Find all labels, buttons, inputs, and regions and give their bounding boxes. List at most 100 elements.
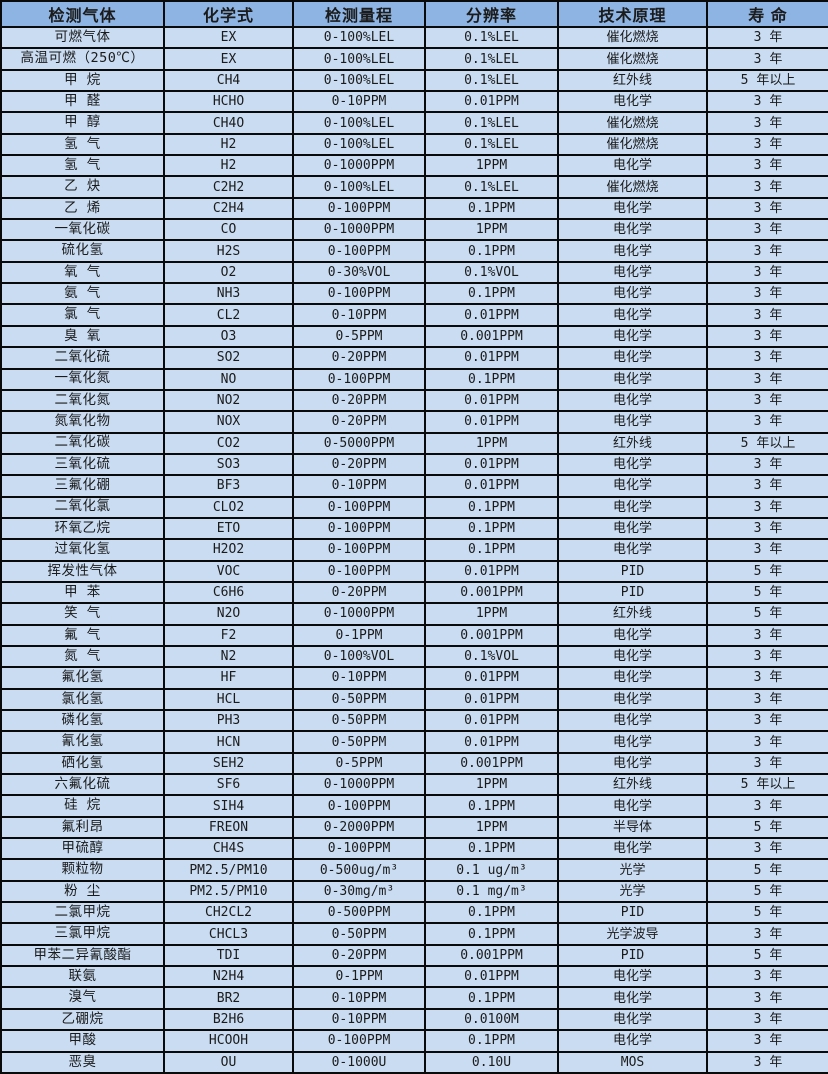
cell-formula: CO2 bbox=[163, 431, 294, 455]
cell-lifespan: 3 年 bbox=[706, 346, 828, 370]
cell-principle: PID bbox=[557, 943, 708, 968]
table-row: 氯化氢 HCL 0-50PPM 0.01PPM 电化学 3 年 bbox=[0, 687, 828, 712]
table-row: 二氧化碳 CO2 0-5000PPM 1PPM 红外线 5 年以上 bbox=[0, 431, 828, 455]
cell-resolution: 0.1%VOL bbox=[424, 260, 559, 285]
cell-formula: VOC bbox=[163, 559, 294, 583]
cell-principle: 红外线 bbox=[557, 602, 708, 626]
cell-principle: 半导体 bbox=[557, 815, 708, 840]
cell-range: 0-2000PPM bbox=[292, 815, 426, 840]
column-header-range: 检测量程 bbox=[292, 0, 426, 28]
cell-lifespan: 3 年 bbox=[706, 474, 828, 498]
cell-gas: 氟利昂 bbox=[0, 815, 165, 840]
table-row: 氨 气 NH3 0-100PPM 0.1PPM 电化学 3 年 bbox=[0, 282, 828, 306]
cell-principle: 电化学 bbox=[557, 324, 708, 349]
cell-range: 0-100%LEL bbox=[292, 111, 426, 135]
cell-formula: NH3 bbox=[163, 282, 294, 306]
cell-resolution: 1PPM bbox=[424, 773, 559, 797]
cell-principle: 电化学 bbox=[557, 516, 708, 541]
table-row: 一氧化氮 NO 0-100PPM 0.1PPM 电化学 3 年 bbox=[0, 367, 828, 391]
cell-gas: 可燃气体 bbox=[0, 25, 165, 50]
cell-resolution: 0.1PPM bbox=[424, 282, 559, 306]
cell-resolution: 0.1PPM bbox=[424, 794, 559, 818]
cell-range: 0-20PPM bbox=[292, 346, 426, 370]
cell-lifespan: 3 年 bbox=[706, 388, 828, 413]
table-row: 溴气 BR2 0-10PPM 0.1PPM 电化学 3 年 bbox=[0, 986, 828, 1010]
cell-resolution: 0.1%LEL bbox=[424, 47, 559, 71]
cell-range: 0-100PPM bbox=[292, 282, 426, 306]
cell-lifespan: 5 年 bbox=[706, 559, 828, 583]
cell-lifespan: 3 年 bbox=[706, 132, 828, 157]
cell-resolution: 0.01PPM bbox=[424, 410, 559, 434]
table-row: 乙 炔 C2H2 0-100%LEL 0.1%LEL 催化燃烧 3 年 bbox=[0, 175, 828, 199]
cell-formula: CH4O bbox=[163, 111, 294, 135]
cell-lifespan: 5 年 bbox=[706, 879, 828, 904]
column-header-principle: 技术原理 bbox=[557, 0, 708, 28]
table-row: 三氧化硫 SO3 0-20PPM 0.01PPM 电化学 3 年 bbox=[0, 452, 828, 477]
cell-principle: 催化燃烧 bbox=[557, 111, 708, 135]
cell-formula: CLO2 bbox=[163, 495, 294, 519]
table-row: 颗粒物 PM2.5/PM10 0-500ug/m³ 0.1 ug/m³ 光学 5 年 bbox=[0, 858, 828, 882]
cell-range: 0-10PPM bbox=[292, 1007, 426, 1032]
cell-formula: H2O2 bbox=[163, 538, 294, 562]
cell-principle: 电化学 bbox=[557, 282, 708, 306]
cell-formula: EX bbox=[163, 47, 294, 71]
cell-principle: 电化学 bbox=[557, 538, 708, 562]
cell-formula: SIH4 bbox=[163, 794, 294, 818]
cell-principle: 电化学 bbox=[557, 239, 708, 263]
cell-formula: CHCL3 bbox=[163, 922, 294, 946]
cell-principle: 红外线 bbox=[557, 773, 708, 797]
cell-principle: 电化学 bbox=[557, 1029, 708, 1053]
cell-resolution: 0.1%LEL bbox=[424, 111, 559, 135]
cell-principle: 光学 bbox=[557, 858, 708, 882]
cell-gas: 甲 醇 bbox=[0, 111, 165, 135]
cell-range: 0-100%VOL bbox=[292, 644, 426, 669]
cell-formula: HCN bbox=[163, 730, 294, 754]
cell-gas: 颗粒物 bbox=[0, 858, 165, 882]
table-row: 粉 尘 PM2.5/PM10 0-30mg/m³ 0.1 mg/m³ 光学 5 年 bbox=[0, 879, 828, 904]
cell-principle: 电化学 bbox=[557, 260, 708, 285]
cell-principle: 催化燃烧 bbox=[557, 132, 708, 157]
cell-formula: CL2 bbox=[163, 303, 294, 327]
cell-range: 0-100PPM bbox=[292, 495, 426, 519]
cell-principle: 电化学 bbox=[557, 751, 708, 776]
cell-lifespan: 5 年 bbox=[706, 943, 828, 968]
table-row: 氟化氢 HF 0-10PPM 0.01PPM 电化学 3 年 bbox=[0, 666, 828, 690]
cell-gas: 溴气 bbox=[0, 986, 165, 1010]
cell-range: 0-100PPM bbox=[292, 794, 426, 818]
cell-range: 0-1000PPM bbox=[292, 773, 426, 797]
cell-lifespan: 3 年 bbox=[706, 239, 828, 263]
cell-lifespan: 3 年 bbox=[706, 730, 828, 754]
table-row: 氧 气 O2 0-30%VOL 0.1%VOL 电化学 3 年 bbox=[0, 260, 828, 285]
cell-lifespan: 5 年 bbox=[706, 815, 828, 840]
table-row: 高温可燃（250℃） EX 0-100%LEL 0.1%LEL 催化燃烧 3 年 bbox=[0, 47, 828, 71]
cell-lifespan: 3 年 bbox=[706, 303, 828, 327]
cell-formula: OU bbox=[163, 1050, 294, 1074]
cell-principle: 光学波导 bbox=[557, 922, 708, 946]
cell-range: 0-100%LEL bbox=[292, 175, 426, 199]
table-row: 氟利昂 FREON 0-2000PPM 1PPM 半导体 5 年 bbox=[0, 815, 828, 840]
cell-lifespan: 3 年 bbox=[706, 218, 828, 242]
cell-range: 0-20PPM bbox=[292, 943, 426, 968]
cell-principle: 电化学 bbox=[557, 666, 708, 690]
cell-resolution: 0.10U bbox=[424, 1050, 559, 1074]
cell-resolution: 0.1PPM bbox=[424, 516, 559, 541]
cell-gas: 氯 气 bbox=[0, 303, 165, 327]
cell-principle: 电化学 bbox=[557, 196, 708, 221]
cell-lifespan: 3 年 bbox=[706, 708, 828, 733]
cell-lifespan: 3 年 bbox=[706, 196, 828, 221]
table-row: 硒化氢 SEH2 0-5PPM 0.001PPM 电化学 3 年 bbox=[0, 751, 828, 776]
cell-gas: 二氧化碳 bbox=[0, 431, 165, 455]
cell-gas: 二氯甲烷 bbox=[0, 901, 165, 925]
cell-range: 0-100PPM bbox=[292, 239, 426, 263]
cell-resolution: 0.001PPM bbox=[424, 751, 559, 776]
cell-range: 0-10PPM bbox=[292, 303, 426, 327]
cell-principle: 电化学 bbox=[557, 794, 708, 818]
cell-formula: SO3 bbox=[163, 452, 294, 477]
cell-principle: PID bbox=[557, 580, 708, 605]
cell-range: 0-100PPM bbox=[292, 196, 426, 221]
cell-range: 0-20PPM bbox=[292, 410, 426, 434]
cell-resolution: 0.1%LEL bbox=[424, 25, 559, 50]
cell-resolution: 1PPM bbox=[424, 218, 559, 242]
table-row: 硅 烷 SIH4 0-100PPM 0.1PPM 电化学 3 年 bbox=[0, 794, 828, 818]
